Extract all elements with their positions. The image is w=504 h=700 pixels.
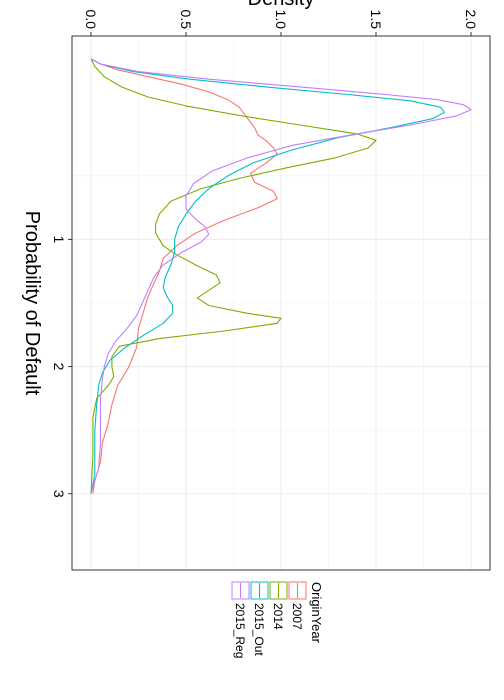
y-tick-label: 1.0 — [273, 10, 289, 30]
y-axis-title: Density — [248, 0, 315, 10]
series-line — [90, 58, 377, 494]
series-lines — [90, 58, 472, 494]
y-tick-label: 0.5 — [178, 10, 194, 30]
y-axis: 0.0 0.5 1.0 1.5 2.0 — [83, 10, 479, 36]
y-tick-label: 2.0 — [463, 10, 479, 30]
major-grid — [72, 36, 490, 570]
y-tick-label: 0.0 — [83, 10, 99, 30]
legend-label: 2015_Out — [252, 603, 266, 656]
legend-label: 2015_Reg — [233, 603, 247, 658]
x-axis: 1 2 3 — [51, 236, 72, 498]
x-tick-label: 3 — [51, 490, 67, 498]
x-axis-title: Probability of Default — [21, 211, 43, 396]
plot-panel — [71, 35, 491, 571]
legend-label: 2007 — [290, 603, 304, 630]
legend-title: OriginYear — [309, 582, 324, 644]
series-line — [90, 58, 278, 494]
series-line — [90, 58, 472, 494]
legend: OriginYear 2007 2014 2015_Out 2015_Reg — [231, 581, 324, 658]
y-tick-label: 1.5 — [368, 10, 384, 30]
x-tick-label: 1 — [51, 236, 67, 244]
x-tick-label: 2 — [51, 363, 67, 371]
legend-label: 2014 — [271, 603, 285, 630]
